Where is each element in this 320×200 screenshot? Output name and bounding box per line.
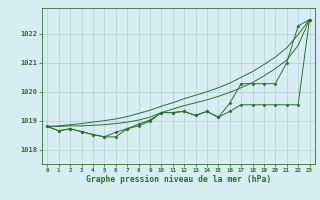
X-axis label: Graphe pression niveau de la mer (hPa): Graphe pression niveau de la mer (hPa) — [86, 175, 271, 184]
